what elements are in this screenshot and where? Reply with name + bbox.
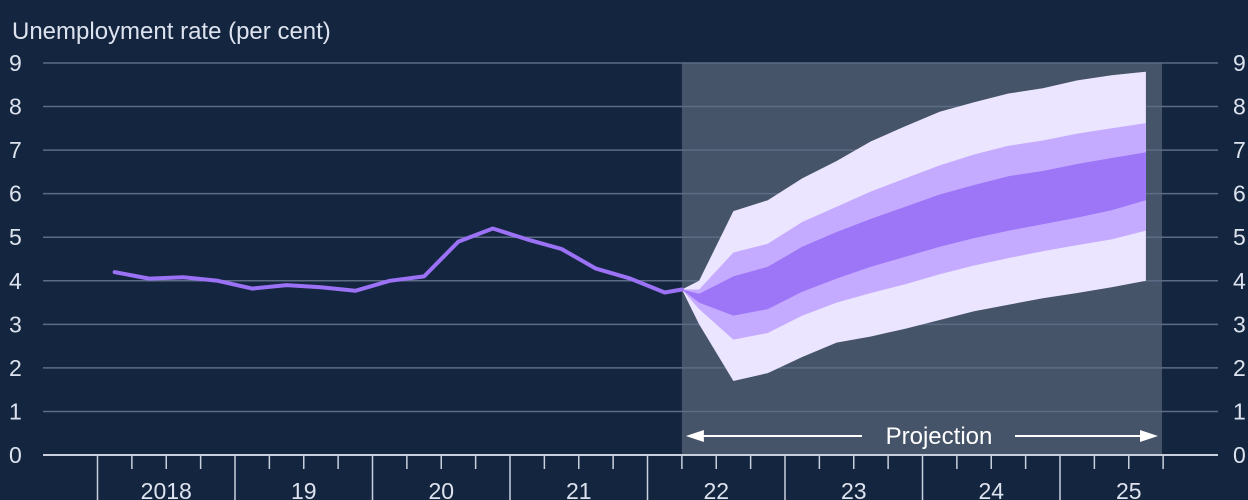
x-tick-2018: 2018	[141, 478, 192, 500]
projection-label: Projection	[886, 423, 993, 450]
y-tick-right-8: 8	[1233, 94, 1246, 120]
x-axis	[43, 454, 1218, 500]
y-tick-right-1: 1	[1233, 398, 1246, 424]
fan-bands	[681, 71, 1146, 381]
y-axis-label: Unemployment rate (per cent)	[12, 18, 331, 45]
y-tick-right-6: 6	[1233, 181, 1246, 207]
x-tick-24: 24	[978, 478, 1004, 500]
projection-annotation: Projection	[685, 423, 1158, 450]
y-tick-right-4: 4	[1233, 268, 1246, 294]
series-lines	[112, 226, 684, 295]
x-tick-labels: 2018 19 20 21 22 23 24 25	[141, 478, 1142, 500]
y-tick-left-9: 9	[9, 50, 22, 76]
y-tick-left-4: 4	[9, 268, 22, 294]
y-tick-right-7: 7	[1233, 137, 1246, 163]
fan-band-inner	[681, 152, 1146, 316]
projection-arrow-right-head	[1140, 430, 1158, 442]
y-tick-right-9: 9	[1233, 50, 1246, 76]
y-tick-right-3: 3	[1233, 311, 1246, 337]
x-tick-19: 19	[291, 478, 317, 500]
y-tick-left-2: 2	[9, 355, 22, 381]
x-tick-25: 25	[1116, 478, 1142, 500]
y-ticks-right: 0 1 2 3 4 5 6 7 8 9	[1233, 50, 1246, 468]
series-line-0	[112, 226, 684, 295]
y-tick-right-5: 5	[1233, 224, 1246, 250]
x-tick-22: 22	[703, 478, 729, 500]
y-tick-left-3: 3	[9, 311, 22, 337]
y-tick-right-2: 2	[1233, 355, 1246, 381]
y-ticks-left: 0 1 2 3 4 5 6 7 8 9	[9, 50, 22, 468]
y-tick-left-7: 7	[9, 137, 22, 163]
x-tick-20: 20	[428, 478, 454, 500]
projection-arrow-left-head	[685, 430, 704, 442]
y-tick-left-6: 6	[9, 181, 22, 207]
x-tick-23: 23	[841, 478, 867, 500]
y-tick-left-8: 8	[9, 94, 22, 120]
y-tick-left-0: 0	[9, 442, 22, 468]
y-tick-left-1: 1	[9, 398, 22, 424]
y-tick-right-0: 0	[1233, 442, 1246, 468]
x-tick-21: 21	[566, 478, 592, 500]
y-tick-left-5: 5	[9, 224, 22, 250]
